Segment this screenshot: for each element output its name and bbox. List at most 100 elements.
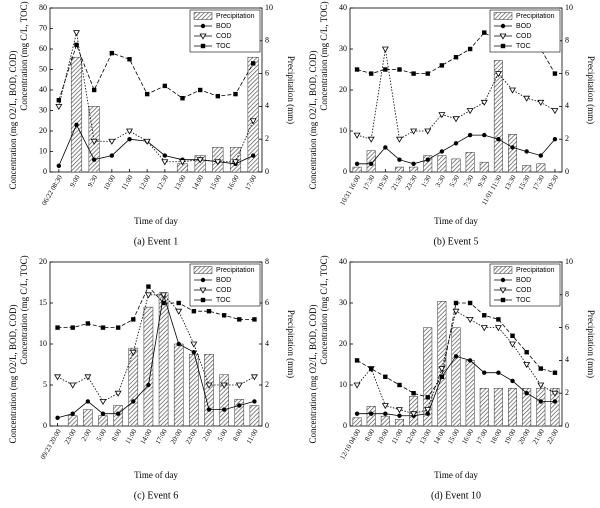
bar	[67, 415, 78, 427]
panel: 0 10 20 30 40 0 2 4 6 8 10 12/10 04:00 8:00 10:00 11:0…	[308, 255, 596, 501]
marker	[73, 30, 80, 37]
bar	[247, 56, 259, 173]
marker	[524, 350, 529, 355]
bar	[522, 165, 532, 173]
marker	[551, 108, 559, 115]
marker	[74, 42, 79, 48]
x-tick-label: 19:30	[376, 173, 391, 191]
marker	[523, 362, 531, 369]
marker	[500, 277, 506, 283]
y-tick-label: 50	[39, 64, 47, 73]
marker	[439, 63, 445, 68]
marker	[146, 284, 151, 289]
marker	[369, 411, 374, 416]
marker	[482, 30, 487, 35]
legend-label: Precipitation	[216, 13, 255, 20]
y2-tick-label: 4	[565, 101, 569, 110]
x-tick-label: 20:00	[169, 427, 184, 445]
bar	[508, 134, 518, 173]
marker	[206, 407, 212, 412]
x-axis-label: Time of day	[134, 470, 178, 480]
x-tick-label: 10:00	[376, 427, 391, 445]
marker	[221, 407, 227, 412]
marker	[144, 292, 152, 299]
marker	[191, 309, 197, 314]
marker	[252, 317, 257, 322]
marker	[425, 157, 430, 162]
marker	[200, 297, 206, 303]
marker	[100, 411, 106, 416]
x-tick-label: 10/31 16:00	[338, 173, 362, 207]
y-tick-label: 20	[339, 85, 347, 94]
marker	[395, 407, 403, 414]
bar	[380, 415, 390, 427]
y-tick-label: 10	[39, 146, 47, 155]
marker	[494, 325, 502, 332]
marker	[425, 395, 430, 400]
marker	[354, 67, 360, 72]
marker	[354, 411, 360, 416]
marker	[237, 403, 242, 408]
line	[57, 285, 255, 328]
legend-swatch	[493, 266, 513, 274]
marker	[552, 399, 558, 404]
marker	[55, 415, 60, 420]
x-tick-label: 17:30	[361, 173, 376, 191]
x-tick-label: 17:00	[243, 173, 258, 191]
marker	[410, 411, 418, 418]
marker	[199, 287, 207, 294]
y2-tick-label: 0	[565, 421, 569, 430]
marker	[220, 382, 228, 389]
y-tick-label: 20	[39, 257, 47, 266]
y-axis-label: Concentration (mg O2/L, BOD, COD)	[8, 51, 18, 190]
y-axis-label-upper: Concentration (mg C/L, TOC)	[19, 1, 29, 110]
y-axis-label-upper: Concentration (mg C/L, TOC)	[19, 255, 29, 364]
bar	[173, 343, 184, 427]
x-tick-label: 5:00	[216, 427, 229, 442]
marker	[114, 390, 122, 397]
marker	[496, 370, 501, 375]
marker	[205, 382, 213, 389]
marker	[85, 399, 91, 404]
marker	[84, 374, 92, 381]
marker	[466, 317, 474, 323]
legend-swatch	[493, 12, 513, 20]
y2-tick-label: 8	[265, 257, 269, 266]
y2-tick-label: 6	[565, 68, 569, 77]
caption: (a) Event 1	[134, 236, 178, 247]
marker	[397, 382, 402, 388]
marker	[90, 138, 98, 145]
x-tick-label: 1:30	[420, 173, 433, 188]
x-tick-label: 2:00	[80, 427, 93, 442]
marker	[452, 116, 460, 123]
x-tick-label: 13:00	[418, 427, 433, 445]
y2-tick-label: 0	[265, 167, 269, 176]
marker	[237, 317, 242, 322]
marker	[250, 61, 256, 66]
line	[58, 43, 254, 101]
legend-label: TOC	[216, 43, 231, 50]
marker	[496, 317, 501, 322]
marker	[500, 297, 506, 303]
marker	[180, 96, 185, 101]
marker	[354, 358, 360, 363]
bar	[83, 409, 93, 427]
marker	[250, 374, 258, 381]
marker	[509, 87, 517, 94]
marker	[537, 99, 545, 106]
marker	[411, 71, 416, 76]
marker	[500, 23, 506, 29]
bar	[366, 150, 376, 173]
marker	[162, 153, 168, 158]
legend-swatch	[193, 12, 213, 20]
y2-tick-label: 2	[565, 388, 569, 397]
caption: (b) Event 5	[434, 236, 479, 247]
marker	[115, 411, 121, 416]
marker	[425, 71, 430, 76]
marker	[85, 321, 91, 326]
y2-tick-label: 0	[565, 167, 569, 176]
x-tick-label: 13:30	[503, 173, 518, 191]
y-tick-label: 30	[339, 44, 347, 53]
